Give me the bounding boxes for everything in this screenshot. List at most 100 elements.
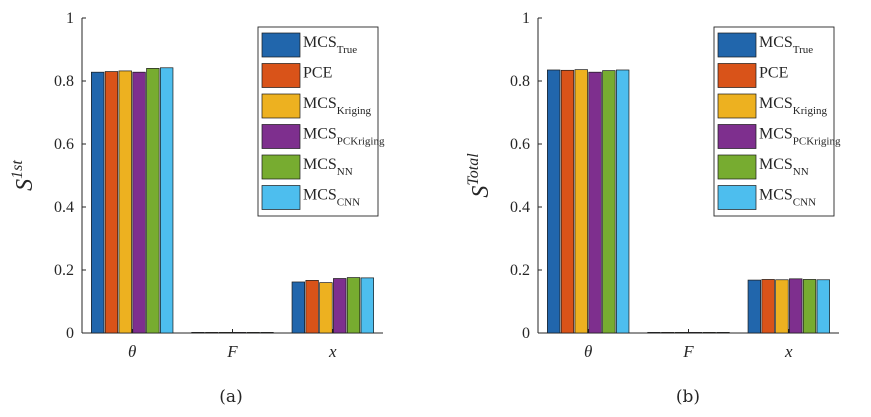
x-tick-label: θ [128,342,136,361]
bar-mcs-cnn-2 [816,279,830,334]
y-axis-label-superscript: 1st [9,160,26,179]
bar-mcs-cnn-2 [360,277,374,334]
y-tick-label: 0.6 [510,136,530,153]
y-tick-label: 1 [66,10,74,27]
legend-entry-subscript: NN [337,166,353,178]
bar-pce-2 [761,279,775,334]
bar-mcs-kriging-0 [574,69,588,334]
legend-entry-subscript: PCKriging [337,136,385,148]
legend-entry: MCSTrue [759,34,813,56]
bar-mcs-true-2 [291,281,305,334]
legend-entry: MCSCNN [303,187,360,209]
legend-entry-name: PCE [303,65,332,82]
panel-caption: (a) [219,387,242,407]
legend-box [257,26,379,217]
x-tick-label: F [226,342,238,361]
y-tick-label: 0.2 [54,262,74,279]
legend-entry: PCE [759,65,788,82]
legend-swatch [261,93,301,119]
legend-entry: MCSCNN [759,187,816,209]
panel-caption: (b) [676,387,700,407]
x-tick-label: x [784,342,793,361]
bar-mcs-nn-1 [702,332,716,334]
y-tick-label: 0.8 [54,73,74,90]
legend-entry-name: MCS [303,126,337,143]
bar-mcs-nn-0 [602,70,616,334]
legend-swatch [261,32,301,58]
bar-mcs-cnn-1 [260,332,274,334]
bar-mcs-pckriging-2 [789,278,803,334]
legend-entry: MCSNN [759,156,809,178]
legend-entry: MCSKriging [303,95,372,117]
legend: MCSTruePCEMCSKrigingMCSPCKrigingMCSNNMCS… [257,26,385,217]
legend-entry-name: MCS [759,156,793,173]
y-axis-label-base: S [12,179,38,191]
legend-entry-name: MCS [303,156,337,173]
bar-pce-0 [104,71,119,334]
bar-pce-1 [661,332,675,334]
x-tick-label: F [682,342,694,361]
legend-entry-name: PCE [759,65,788,82]
legend: MCSTruePCEMCSKrigingMCSPCKrigingMCSNNMCS… [713,26,841,217]
legend-swatch [717,63,757,88]
legend-entry-name: MCS [759,34,793,51]
bar-mcs-kriging-0 [118,70,132,334]
y-tick-label: 0.4 [510,199,530,216]
bar-pce-0 [560,69,575,334]
legend-entry-subscript: Kriging [337,105,372,117]
bar-mcs-kriging-1 [674,332,689,334]
bar-mcs-nn-1 [246,332,260,334]
bar-mcs-true-2 [747,279,761,334]
y-tick-label: 0 [522,325,530,342]
bar-mcs-pckriging-0 [588,71,602,334]
legend-entry: MCSPCKriging [303,126,385,148]
bar-mcs-pckriging-0 [132,71,146,334]
bar-mcs-pckriging-2 [333,278,347,334]
y-axis-label-base: S [468,186,494,198]
y-tick-label: 0.6 [54,136,74,153]
legend-entry-subscript: NN [793,166,809,178]
y-axis-label: S1st [9,160,38,191]
y-axis-label: STotal [465,153,494,198]
bar-mcs-true-0 [547,69,561,334]
legend-entry-name: MCS [759,187,793,204]
x-tick-label: θ [584,342,592,361]
legend-entry-name: MCS [759,95,793,112]
legend-entry: MCSNN [303,156,353,178]
legend-entry: MCSTrue [303,34,357,56]
legend-swatch [261,154,301,180]
bar-mcs-kriging-2 [775,279,789,334]
legend-entry-subscript: CNN [337,197,360,209]
legend-entry-subscript: True [793,44,813,56]
legend-entry-name: MCS [303,34,337,51]
legend-swatch [717,32,757,58]
legend-entry: MCSKriging [759,95,828,117]
bar-mcs-kriging-2 [319,282,333,334]
bar-mcs-cnn-0 [160,67,174,334]
legend-swatch [717,185,757,210]
legend-swatch [261,124,301,149]
y-tick-label: 0.8 [510,73,530,90]
legend-entry-subscript: Kriging [793,105,828,117]
bar-mcs-true-1 [191,332,205,334]
bar-pce-2 [305,280,319,334]
bar-mcs-cnn-1 [716,332,730,334]
legend-swatch [717,93,757,119]
y-axis-label-superscript: Total [465,153,482,186]
legend-entry-name: MCS [303,187,337,204]
bar-mcs-pckriging-1 [232,332,247,334]
bar-mcs-cnn-0 [616,69,630,334]
legend-entry-name: MCS [303,95,337,112]
legend-swatch [261,63,301,88]
bar-mcs-kriging-1 [218,332,233,334]
y-tick-label: 0.2 [510,262,530,279]
y-tick-label: 0.4 [54,199,74,216]
legend-entry: PCE [303,65,332,82]
y-tick-label: 1 [522,10,530,27]
bar-mcs-nn-0 [146,68,160,334]
bar-pce-1 [205,332,219,334]
legend-entry-subscript: True [337,44,357,56]
